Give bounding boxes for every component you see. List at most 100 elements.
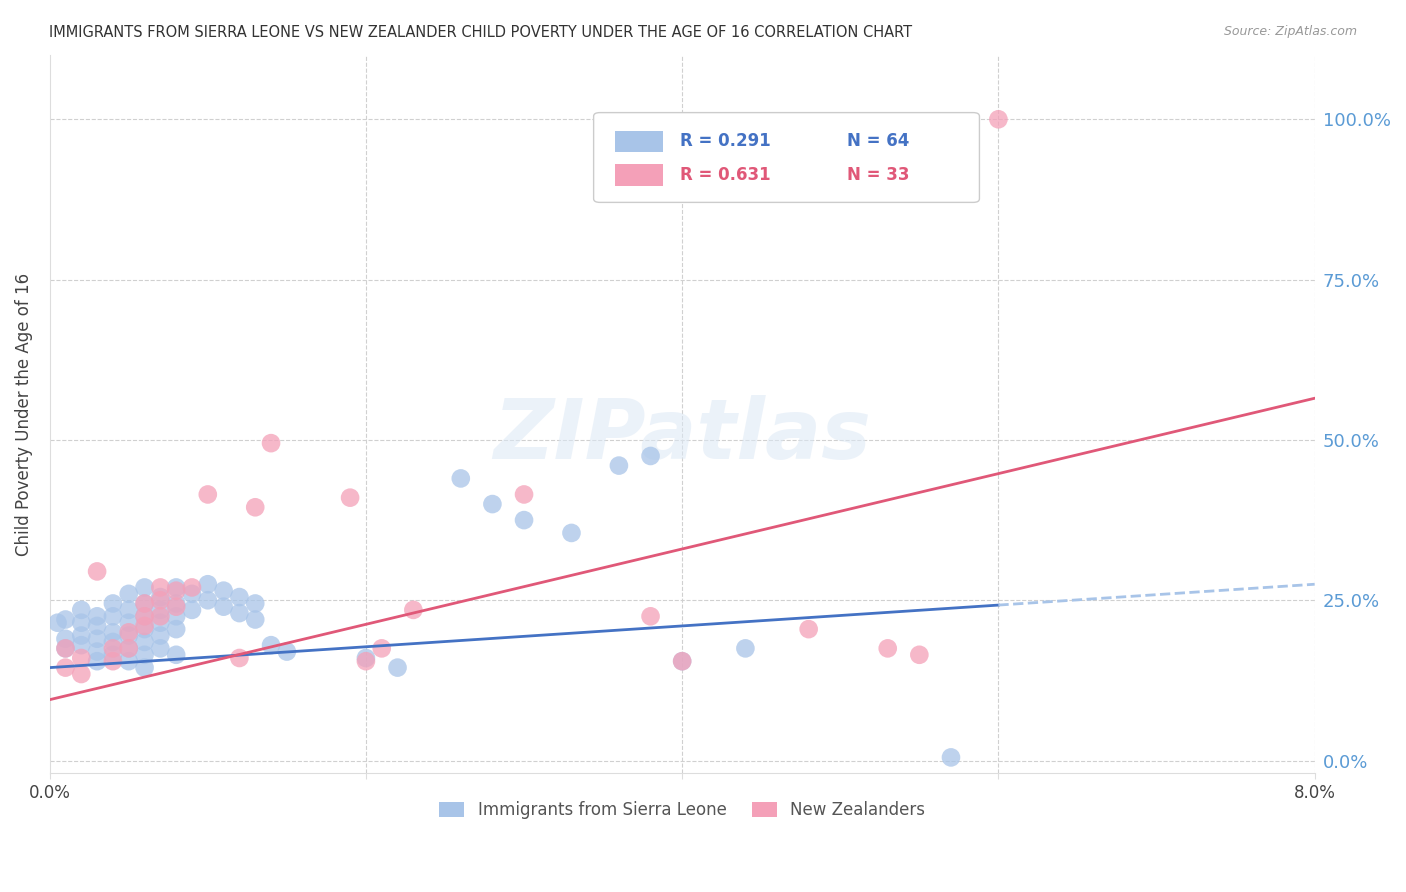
Point — [86, 654, 108, 668]
Point — [118, 654, 141, 668]
Point — [149, 641, 172, 656]
Point — [101, 648, 124, 662]
Point — [118, 641, 141, 656]
Point — [149, 615, 172, 630]
Point — [371, 641, 394, 656]
Text: N = 64: N = 64 — [846, 132, 910, 151]
Point — [55, 660, 77, 674]
Point — [86, 619, 108, 633]
Point — [101, 641, 124, 656]
Text: ZIPatlas: ZIPatlas — [494, 395, 872, 476]
Point — [165, 581, 187, 595]
Point — [354, 654, 377, 668]
Point — [55, 613, 77, 627]
FancyBboxPatch shape — [593, 112, 980, 202]
Point — [86, 632, 108, 646]
Point — [197, 577, 219, 591]
Text: Source: ZipAtlas.com: Source: ZipAtlas.com — [1223, 25, 1357, 38]
Point — [640, 609, 662, 624]
Point — [797, 622, 820, 636]
Point — [165, 583, 187, 598]
Point — [908, 648, 931, 662]
Point — [197, 593, 219, 607]
Point — [939, 750, 962, 764]
Point — [134, 597, 156, 611]
Point — [101, 635, 124, 649]
Point — [149, 593, 172, 607]
Point — [46, 615, 69, 630]
Point — [70, 651, 93, 665]
Point — [181, 581, 204, 595]
Point — [149, 628, 172, 642]
Point — [245, 597, 267, 611]
Point — [165, 609, 187, 624]
Point — [876, 641, 898, 656]
Text: R = 0.291: R = 0.291 — [679, 132, 770, 151]
Point — [450, 471, 472, 485]
Point — [55, 632, 77, 646]
Point — [134, 635, 156, 649]
Point — [134, 648, 156, 662]
Point — [70, 615, 93, 630]
Point — [212, 583, 235, 598]
Point — [55, 641, 77, 656]
Point — [134, 609, 156, 624]
Point — [212, 599, 235, 614]
Point — [354, 651, 377, 665]
Point — [149, 603, 172, 617]
Text: N = 33: N = 33 — [846, 166, 910, 184]
Point — [228, 651, 250, 665]
Point — [118, 625, 141, 640]
Point — [118, 615, 141, 630]
Point — [560, 525, 582, 540]
Point — [513, 487, 536, 501]
Point — [402, 603, 425, 617]
Point — [118, 603, 141, 617]
Point — [640, 449, 662, 463]
Point — [149, 581, 172, 595]
Point — [165, 648, 187, 662]
Point — [260, 638, 283, 652]
Point — [134, 581, 156, 595]
Point — [181, 603, 204, 617]
Point — [134, 619, 156, 633]
Point — [607, 458, 630, 473]
Bar — [614, 130, 664, 153]
Point — [513, 513, 536, 527]
Point — [671, 654, 693, 668]
Point — [118, 587, 141, 601]
Point — [734, 641, 756, 656]
Point — [70, 667, 93, 681]
Point — [101, 625, 124, 640]
Point — [387, 660, 409, 674]
Point — [86, 609, 108, 624]
Point — [149, 590, 172, 604]
Point — [101, 654, 124, 668]
Point — [101, 597, 124, 611]
Point — [70, 628, 93, 642]
Point — [149, 609, 172, 624]
Point — [70, 638, 93, 652]
Point — [181, 587, 204, 601]
Point — [165, 597, 187, 611]
Legend: Immigrants from Sierra Leone, New Zealanders: Immigrants from Sierra Leone, New Zealan… — [433, 795, 932, 826]
Point — [70, 603, 93, 617]
Point — [245, 500, 267, 515]
Point — [197, 487, 219, 501]
Point — [276, 644, 298, 658]
Point — [260, 436, 283, 450]
Point — [101, 609, 124, 624]
Point — [339, 491, 361, 505]
Point — [134, 609, 156, 624]
Point — [134, 660, 156, 674]
Point — [987, 112, 1010, 127]
Point — [228, 590, 250, 604]
Point — [55, 641, 77, 656]
Bar — [614, 164, 664, 186]
Point — [86, 644, 108, 658]
Point — [118, 628, 141, 642]
Point — [481, 497, 503, 511]
Text: IMMIGRANTS FROM SIERRA LEONE VS NEW ZEALANDER CHILD POVERTY UNDER THE AGE OF 16 : IMMIGRANTS FROM SIERRA LEONE VS NEW ZEAL… — [49, 25, 912, 40]
Point — [86, 565, 108, 579]
Point — [228, 606, 250, 620]
